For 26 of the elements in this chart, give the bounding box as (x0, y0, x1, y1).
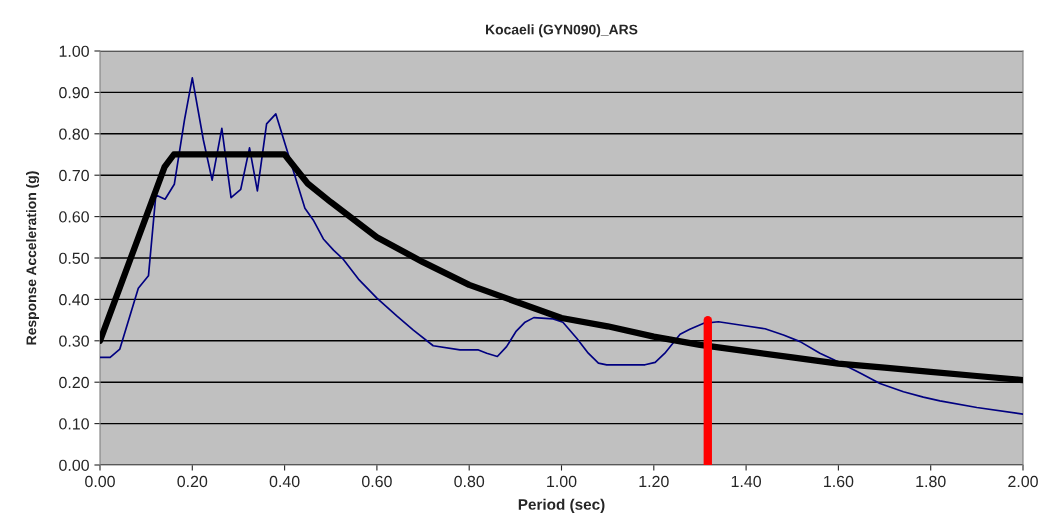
y-tick-label: 0.50 (59, 252, 89, 264)
chart-title: Kocaeli (GYN090)_ARS (486, 24, 638, 38)
x-tick-label: 1.60 (824, 475, 854, 488)
x-tick-label: 0.60 (361, 475, 392, 488)
x-tick-label: 1.80 (916, 475, 946, 488)
x-tick-label: 0.40 (269, 475, 300, 488)
y-tick-label: 0.90 (59, 87, 89, 99)
y-tick-label: 0.40 (59, 294, 89, 306)
y-tick-label: 0.80 (59, 128, 89, 140)
x-tick-label: 1.00 (547, 475, 577, 488)
y-axis-title: Response Acceleration (g) (26, 171, 40, 345)
x-tick-label: 1.40 (731, 475, 762, 488)
y-tick-label: 0.20 (59, 376, 89, 389)
x-tick-label: 0.80 (454, 475, 485, 488)
x-tick-label: 2.00 (1008, 475, 1038, 488)
y-tick-label: 0.00 (59, 459, 89, 471)
y-tick-label: 0.10 (59, 418, 89, 430)
x-axis-title: Period (sec) (518, 498, 605, 513)
y-tick-label: 0.60 (59, 211, 89, 223)
x-tick-label: 1.20 (639, 475, 669, 488)
y-tick-label: 1.00 (59, 45, 89, 57)
line-series (100, 77, 1023, 415)
x-tick-label: 0.00 (85, 475, 115, 488)
y-tick-label: 0.70 (59, 169, 89, 182)
y-tick-label: 0.30 (59, 335, 89, 347)
x-tick-label: 0.20 (177, 475, 208, 488)
